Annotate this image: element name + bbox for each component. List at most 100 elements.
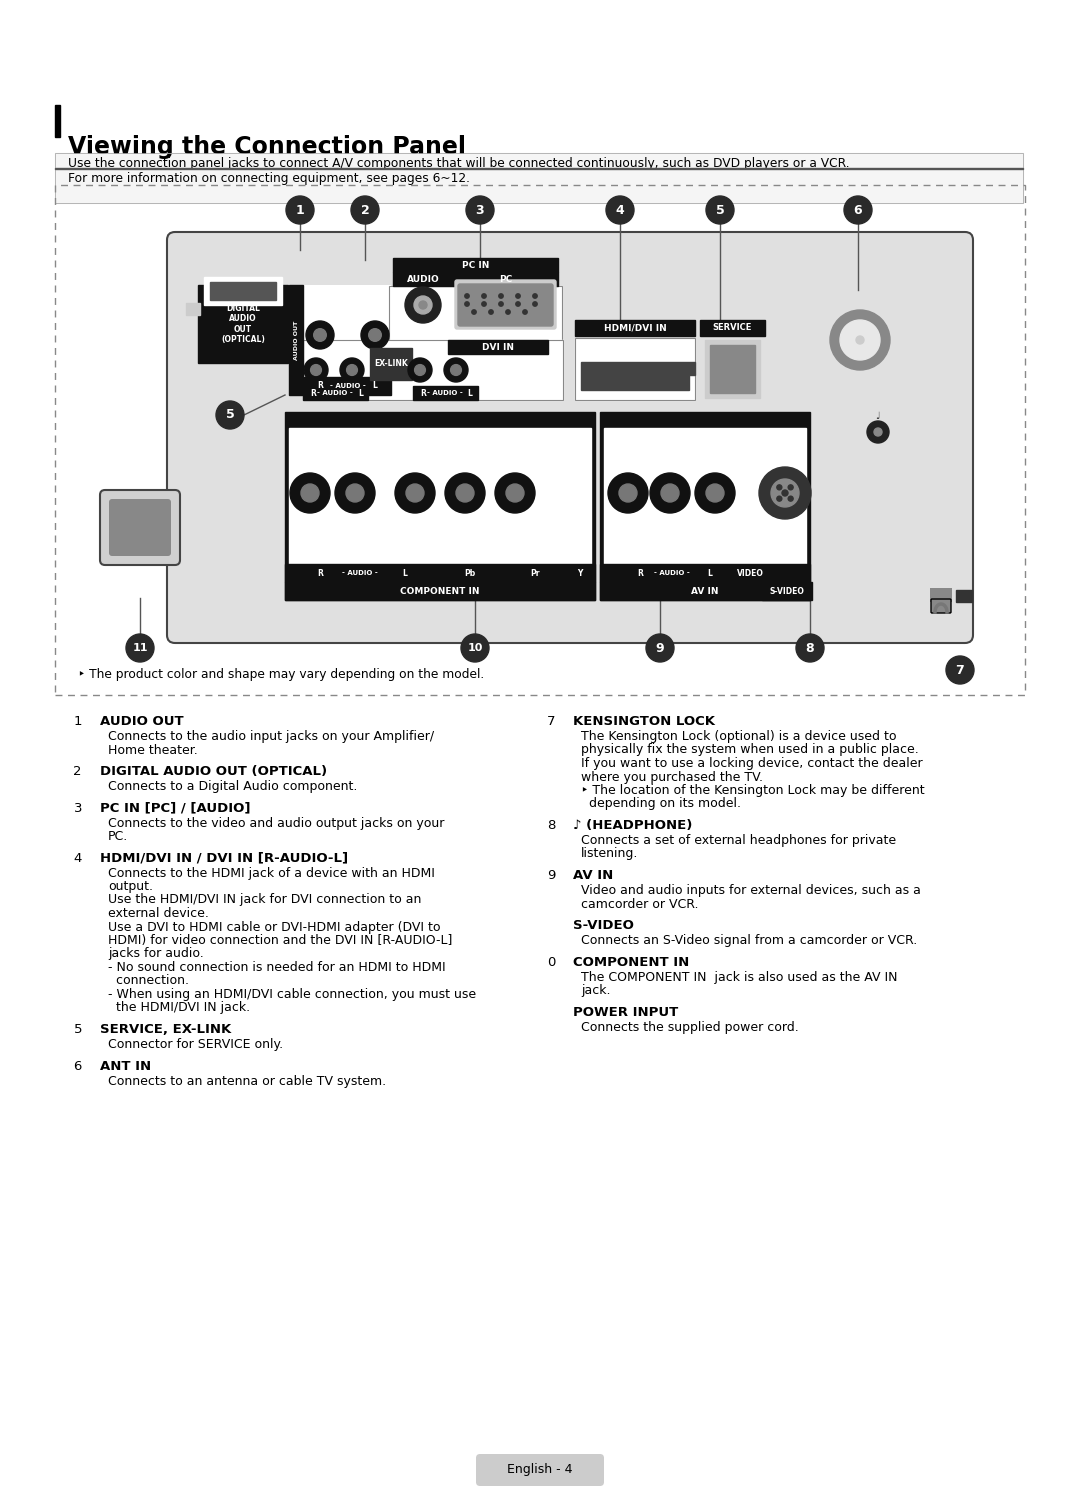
Circle shape xyxy=(796,634,824,662)
Text: ♪ (HEADPHONE): ♪ (HEADPHONE) xyxy=(573,818,692,832)
Circle shape xyxy=(313,329,326,341)
Text: - AUDIO -: - AUDIO - xyxy=(427,390,463,396)
Circle shape xyxy=(608,473,648,513)
Text: DVI IN: DVI IN xyxy=(482,342,514,351)
FancyBboxPatch shape xyxy=(100,490,180,565)
Text: PC: PC xyxy=(499,274,512,284)
Circle shape xyxy=(771,479,799,507)
Circle shape xyxy=(419,301,427,310)
Circle shape xyxy=(505,310,510,314)
Circle shape xyxy=(126,634,154,662)
Text: 7: 7 xyxy=(956,664,964,677)
Text: Home theater.: Home theater. xyxy=(108,744,198,756)
Circle shape xyxy=(499,293,503,298)
Circle shape xyxy=(532,293,537,298)
Circle shape xyxy=(291,473,330,513)
Text: AV IN: AV IN xyxy=(573,869,613,882)
Circle shape xyxy=(414,296,432,314)
Circle shape xyxy=(850,330,870,350)
Text: R: R xyxy=(310,388,316,397)
Circle shape xyxy=(706,196,734,225)
Text: connection.: connection. xyxy=(108,975,189,988)
Text: - AUDIO -: - AUDIO - xyxy=(342,570,378,576)
Text: Connects the supplied power cord.: Connects the supplied power cord. xyxy=(581,1021,799,1034)
Bar xyxy=(303,385,368,400)
Bar xyxy=(289,286,303,394)
Text: listening.: listening. xyxy=(581,848,638,860)
Circle shape xyxy=(406,484,424,501)
Text: where you purchased the TV.: where you purchased the TV. xyxy=(581,771,762,784)
Circle shape xyxy=(408,359,432,382)
Text: Connects a set of external headphones for private: Connects a set of external headphones fo… xyxy=(581,833,896,847)
Text: HDMI) for video connection and the DVI IN [R-AUDIO-L]: HDMI) for video connection and the DVI I… xyxy=(108,934,453,946)
Text: Connects an S-Video signal from a camcorder or VCR.: Connects an S-Video signal from a camcor… xyxy=(581,934,917,946)
Text: SERVICE: SERVICE xyxy=(713,323,752,332)
Circle shape xyxy=(482,302,486,307)
Bar xyxy=(303,339,563,400)
Text: Use a DVI to HDMI cable or DVI-HDMI adapter (DVI to: Use a DVI to HDMI cable or DVI-HDMI adap… xyxy=(108,921,441,933)
Text: English - 4: English - 4 xyxy=(508,1464,572,1476)
Text: 1: 1 xyxy=(73,716,82,728)
Text: 6: 6 xyxy=(73,1059,82,1073)
Bar xyxy=(393,272,453,286)
Text: PC IN [PC] / [AUDIO]: PC IN [PC] / [AUDIO] xyxy=(100,802,251,814)
Circle shape xyxy=(507,484,524,501)
Text: COMPONENT IN: COMPONENT IN xyxy=(401,586,480,595)
Circle shape xyxy=(831,310,890,371)
Text: ‣ The location of the Kensington Lock may be different: ‣ The location of the Kensington Lock ma… xyxy=(581,784,924,798)
Bar xyxy=(575,338,696,400)
Text: Connects to a Digital Audio component.: Connects to a Digital Audio component. xyxy=(108,780,357,793)
FancyBboxPatch shape xyxy=(458,284,553,326)
Bar xyxy=(762,582,812,600)
Text: KENSINGTON LOCK: KENSINGTON LOCK xyxy=(573,716,715,728)
Text: 9: 9 xyxy=(656,641,664,655)
Text: 5: 5 xyxy=(226,409,234,421)
Text: Connects to the audio input jacks on your Amplifier/: Connects to the audio input jacks on you… xyxy=(108,731,434,743)
Text: Connects to the video and audio output jacks on your: Connects to the video and audio output j… xyxy=(108,817,444,829)
Circle shape xyxy=(456,484,474,501)
Circle shape xyxy=(306,321,334,350)
Text: 5: 5 xyxy=(716,204,725,216)
Text: POWER INPUT: POWER INPUT xyxy=(573,1006,678,1018)
Text: ‣ The product color and shape may vary depending on the model.: ‣ The product color and shape may vary d… xyxy=(78,668,484,682)
Text: COMPONENT IN: COMPONENT IN xyxy=(573,955,689,969)
Circle shape xyxy=(445,473,485,513)
Circle shape xyxy=(606,196,634,225)
Text: DIGITAL
AUDIO
OUT
(OPTICAL): DIGITAL AUDIO OUT (OPTICAL) xyxy=(221,304,265,344)
Text: camcorder or VCR.: camcorder or VCR. xyxy=(581,897,699,911)
Text: L: L xyxy=(707,568,713,577)
Circle shape xyxy=(516,302,521,307)
Bar xyxy=(198,286,288,363)
Text: external device.: external device. xyxy=(108,908,208,920)
Text: physically fix the system when used in a public place.: physically fix the system when used in a… xyxy=(581,744,919,756)
Text: Connects to the HDMI jack of a device with an HDMI: Connects to the HDMI jack of a device wi… xyxy=(108,866,435,879)
Text: HDMI/DVI IN / DVI IN [R-AUDIO-L]: HDMI/DVI IN / DVI IN [R-AUDIO-L] xyxy=(100,851,348,865)
Circle shape xyxy=(777,485,782,490)
Circle shape xyxy=(311,365,322,375)
Bar xyxy=(600,412,810,600)
FancyBboxPatch shape xyxy=(931,600,951,613)
Text: HDMI/DVI IN: HDMI/DVI IN xyxy=(604,323,666,332)
Text: - When using an HDMI/DVI cable connection, you must use: - When using an HDMI/DVI cable connectio… xyxy=(108,988,476,1001)
Circle shape xyxy=(351,196,379,225)
Text: PC IN: PC IN xyxy=(462,260,489,269)
Text: For more information on connecting equipment, see pages 6~12.: For more information on connecting equip… xyxy=(68,173,470,185)
Bar xyxy=(575,320,696,336)
Text: The COMPONENT IN  jack is also used as the AV IN: The COMPONENT IN jack is also used as th… xyxy=(581,970,897,984)
Text: - AUDIO -: - AUDIO - xyxy=(654,570,690,576)
Text: output.: output. xyxy=(108,879,153,893)
Text: EX-LINK: EX-LINK xyxy=(374,360,408,369)
FancyBboxPatch shape xyxy=(455,280,556,329)
Text: jack.: jack. xyxy=(581,984,610,997)
Text: 8: 8 xyxy=(806,641,814,655)
Bar xyxy=(289,429,591,586)
Bar xyxy=(303,376,391,394)
Bar xyxy=(285,582,595,600)
Circle shape xyxy=(444,359,468,382)
Text: - AUDIO -: - AUDIO - xyxy=(318,390,353,396)
Text: 3: 3 xyxy=(73,802,82,814)
Circle shape xyxy=(650,473,690,513)
Circle shape xyxy=(405,287,441,323)
Bar xyxy=(453,272,558,286)
Circle shape xyxy=(340,359,364,382)
